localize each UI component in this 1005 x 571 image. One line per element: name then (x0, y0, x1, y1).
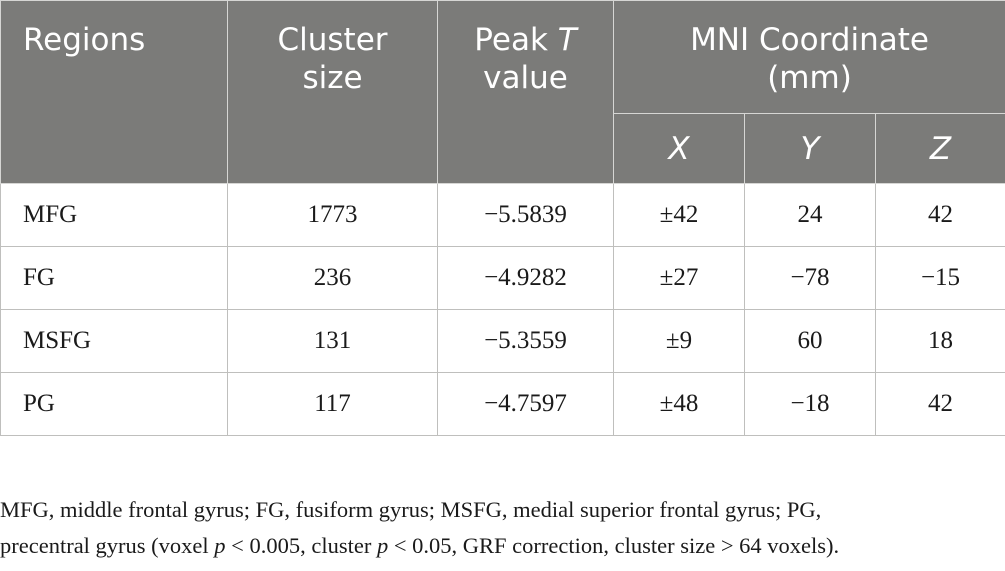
cell-peak-t: −4.9282 (437, 246, 614, 310)
table-row: MSFG 131 −5.3559 ±9 60 18 (0, 309, 1005, 373)
cell-cluster-size: 131 (227, 309, 438, 373)
table-row: MFG 1773 −5.5839 ±42 24 42 (0, 183, 1005, 247)
cell-x: ±48 (613, 372, 745, 436)
cell-x: ±27 (613, 246, 745, 310)
cell-region: FG (0, 246, 228, 310)
cell-peak-t: −4.7597 (437, 372, 614, 436)
header-mni-coordinate: MNI Coordinate (mm) (612, 0, 1005, 114)
cell-x: ±9 (613, 309, 745, 373)
cell-cluster-size: 1773 (227, 183, 438, 247)
cell-peak-t: −5.5839 (437, 183, 614, 247)
header-y: Y (744, 113, 876, 184)
header-regions: Regions (0, 0, 228, 184)
header-cluster-size: Cluster size (227, 0, 438, 184)
cell-cluster-size: 236 (227, 246, 438, 310)
footnote-line-2: precentral gyrus (voxel p < 0.005, clust… (0, 533, 840, 558)
table-row: FG 236 −4.9282 ±27 −78 −15 (0, 246, 1005, 310)
cell-y: 24 (744, 183, 876, 247)
cell-peak-t: −5.3559 (437, 309, 614, 373)
cell-region: PG (0, 372, 228, 436)
cell-y: −18 (744, 372, 876, 436)
footnote-line-1: MFG, middle frontal gyrus; FG, fusiform … (0, 497, 822, 522)
cell-y: 60 (744, 309, 876, 373)
cell-x: ±42 (613, 183, 745, 247)
cell-y: −78 (744, 246, 876, 310)
cell-z: −15 (874, 246, 1005, 310)
table-row: PG 117 −4.7597 ±48 −18 42 (0, 372, 1005, 436)
table-footnote: MFG, middle frontal gyrus; FG, fusiform … (0, 492, 1005, 564)
header-x: X (613, 113, 745, 184)
cell-z: 18 (874, 309, 1005, 373)
cell-region: MFG (0, 183, 228, 247)
header-z: Z (874, 113, 1005, 184)
cell-region: MSFG (0, 309, 228, 373)
cell-cluster-size: 117 (227, 372, 438, 436)
cell-z: 42 (874, 372, 1005, 436)
table-body: MFG 1773 −5.5839 ±42 24 42 FG 236 −4.928… (0, 183, 1005, 436)
cell-z: 42 (874, 183, 1005, 247)
